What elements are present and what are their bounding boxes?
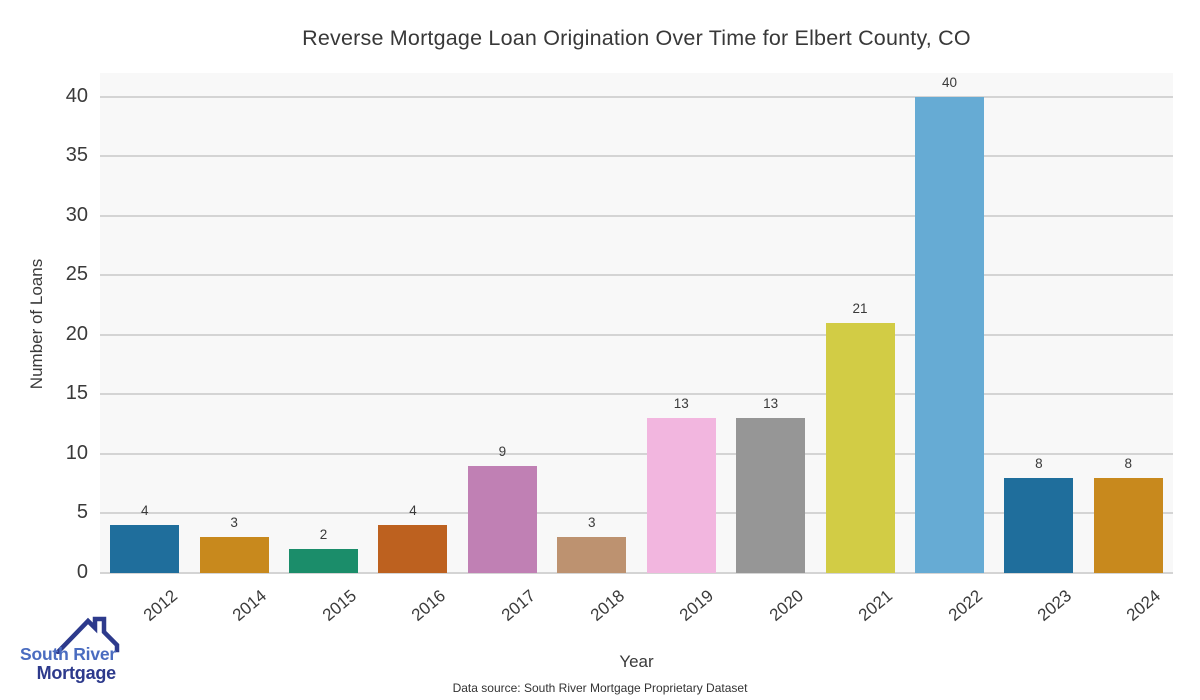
x-tick-label-2018: 2018: [586, 586, 629, 625]
y-tick-label-0: 0: [76, 561, 88, 583]
x-tick-label-2015: 2015: [318, 586, 360, 625]
bar-value-label-2020: 13: [763, 396, 779, 412]
logo-text-south-river: South River: [19, 644, 116, 664]
data-source-caption: Data source: South River Mortgage Propri…: [452, 681, 748, 695]
y-tick-label-35: 35: [65, 144, 88, 167]
x-tick-label-2022: 2022: [944, 586, 986, 625]
plot-area: 4 3 2 4 9 3 13 13 21 40 8 8: [100, 73, 1173, 574]
bar-value-label-2022: 40: [941, 74, 957, 90]
house-roof-icon: [56, 616, 120, 654]
gridline-y-40: [100, 95, 1173, 98]
x-tick-label-2012: 2012: [139, 586, 181, 625]
chart-title: Reverse Mortgage Loan Origination Over T…: [302, 26, 971, 50]
bar-value-label-2017: 9: [498, 443, 507, 459]
bar-value-label-2019: 13: [673, 396, 689, 412]
x-tick-label-2023: 2023: [1033, 586, 1076, 625]
x-tick-label-2021: 2021: [855, 586, 897, 625]
y-tick-label-15: 15: [65, 382, 88, 405]
bar-value-label-2014: 3: [230, 515, 238, 531]
bar-value-label-2018: 3: [588, 515, 596, 531]
gridline-y-30: [100, 214, 1173, 217]
bar-value-label-2016: 4: [409, 503, 417, 519]
logo-text-mortgage: Mortgage: [36, 663, 117, 683]
x-tick-label-2017: 2017: [497, 586, 539, 625]
bar-2019: [646, 418, 716, 573]
x-tick-label-2019: 2019: [676, 586, 718, 625]
y-tick-label-5: 5: [76, 501, 88, 524]
bar-2014: [199, 537, 269, 573]
bar-value-label-2015: 2: [319, 527, 328, 543]
bar-value-label-2021: 21: [852, 301, 868, 316]
x-tick-label-2020: 2020: [765, 586, 807, 625]
bar-value-label-2023: 8: [1035, 455, 1043, 471]
y-tick-label-20: 20: [65, 322, 88, 345]
x-tick-label-2016: 2016: [407, 586, 450, 625]
bar-2016: [378, 525, 448, 573]
bar-2018: [557, 537, 627, 573]
gridline-y-15: [100, 393, 1173, 396]
bar-2020: [736, 418, 806, 573]
y-tick-label-30: 30: [65, 203, 88, 226]
bar-2021: [825, 323, 895, 573]
logo-south-river-mortgage: South River Mortgage: [16, 616, 120, 686]
bar-value-label-2012: 4: [140, 503, 149, 519]
gridline-y-10: [100, 452, 1173, 455]
bar-2012: [110, 525, 180, 573]
x-tick-label-2014: 2014: [229, 586, 271, 625]
bar-2017: [467, 465, 537, 573]
gridline-y-25: [100, 274, 1173, 277]
bar-value-label-2024: 8: [1124, 455, 1133, 471]
gridline-y-35: [100, 155, 1173, 158]
bar-2023: [1004, 477, 1074, 573]
y-tick-label-25: 25: [65, 263, 88, 286]
x-axis-title: Year: [619, 652, 654, 671]
bar-2022: [914, 96, 984, 573]
gridline-y-20: [100, 333, 1173, 336]
gridline-y-5: [100, 512, 1173, 515]
gridline-y-0: [100, 572, 1173, 574]
y-tick-label-10: 10: [65, 441, 88, 464]
bar-2015: [289, 549, 359, 573]
bar-2024: [1093, 477, 1163, 573]
y-tick-label-40: 40: [65, 84, 88, 107]
x-tick-label-2024: 2024: [1123, 586, 1165, 625]
